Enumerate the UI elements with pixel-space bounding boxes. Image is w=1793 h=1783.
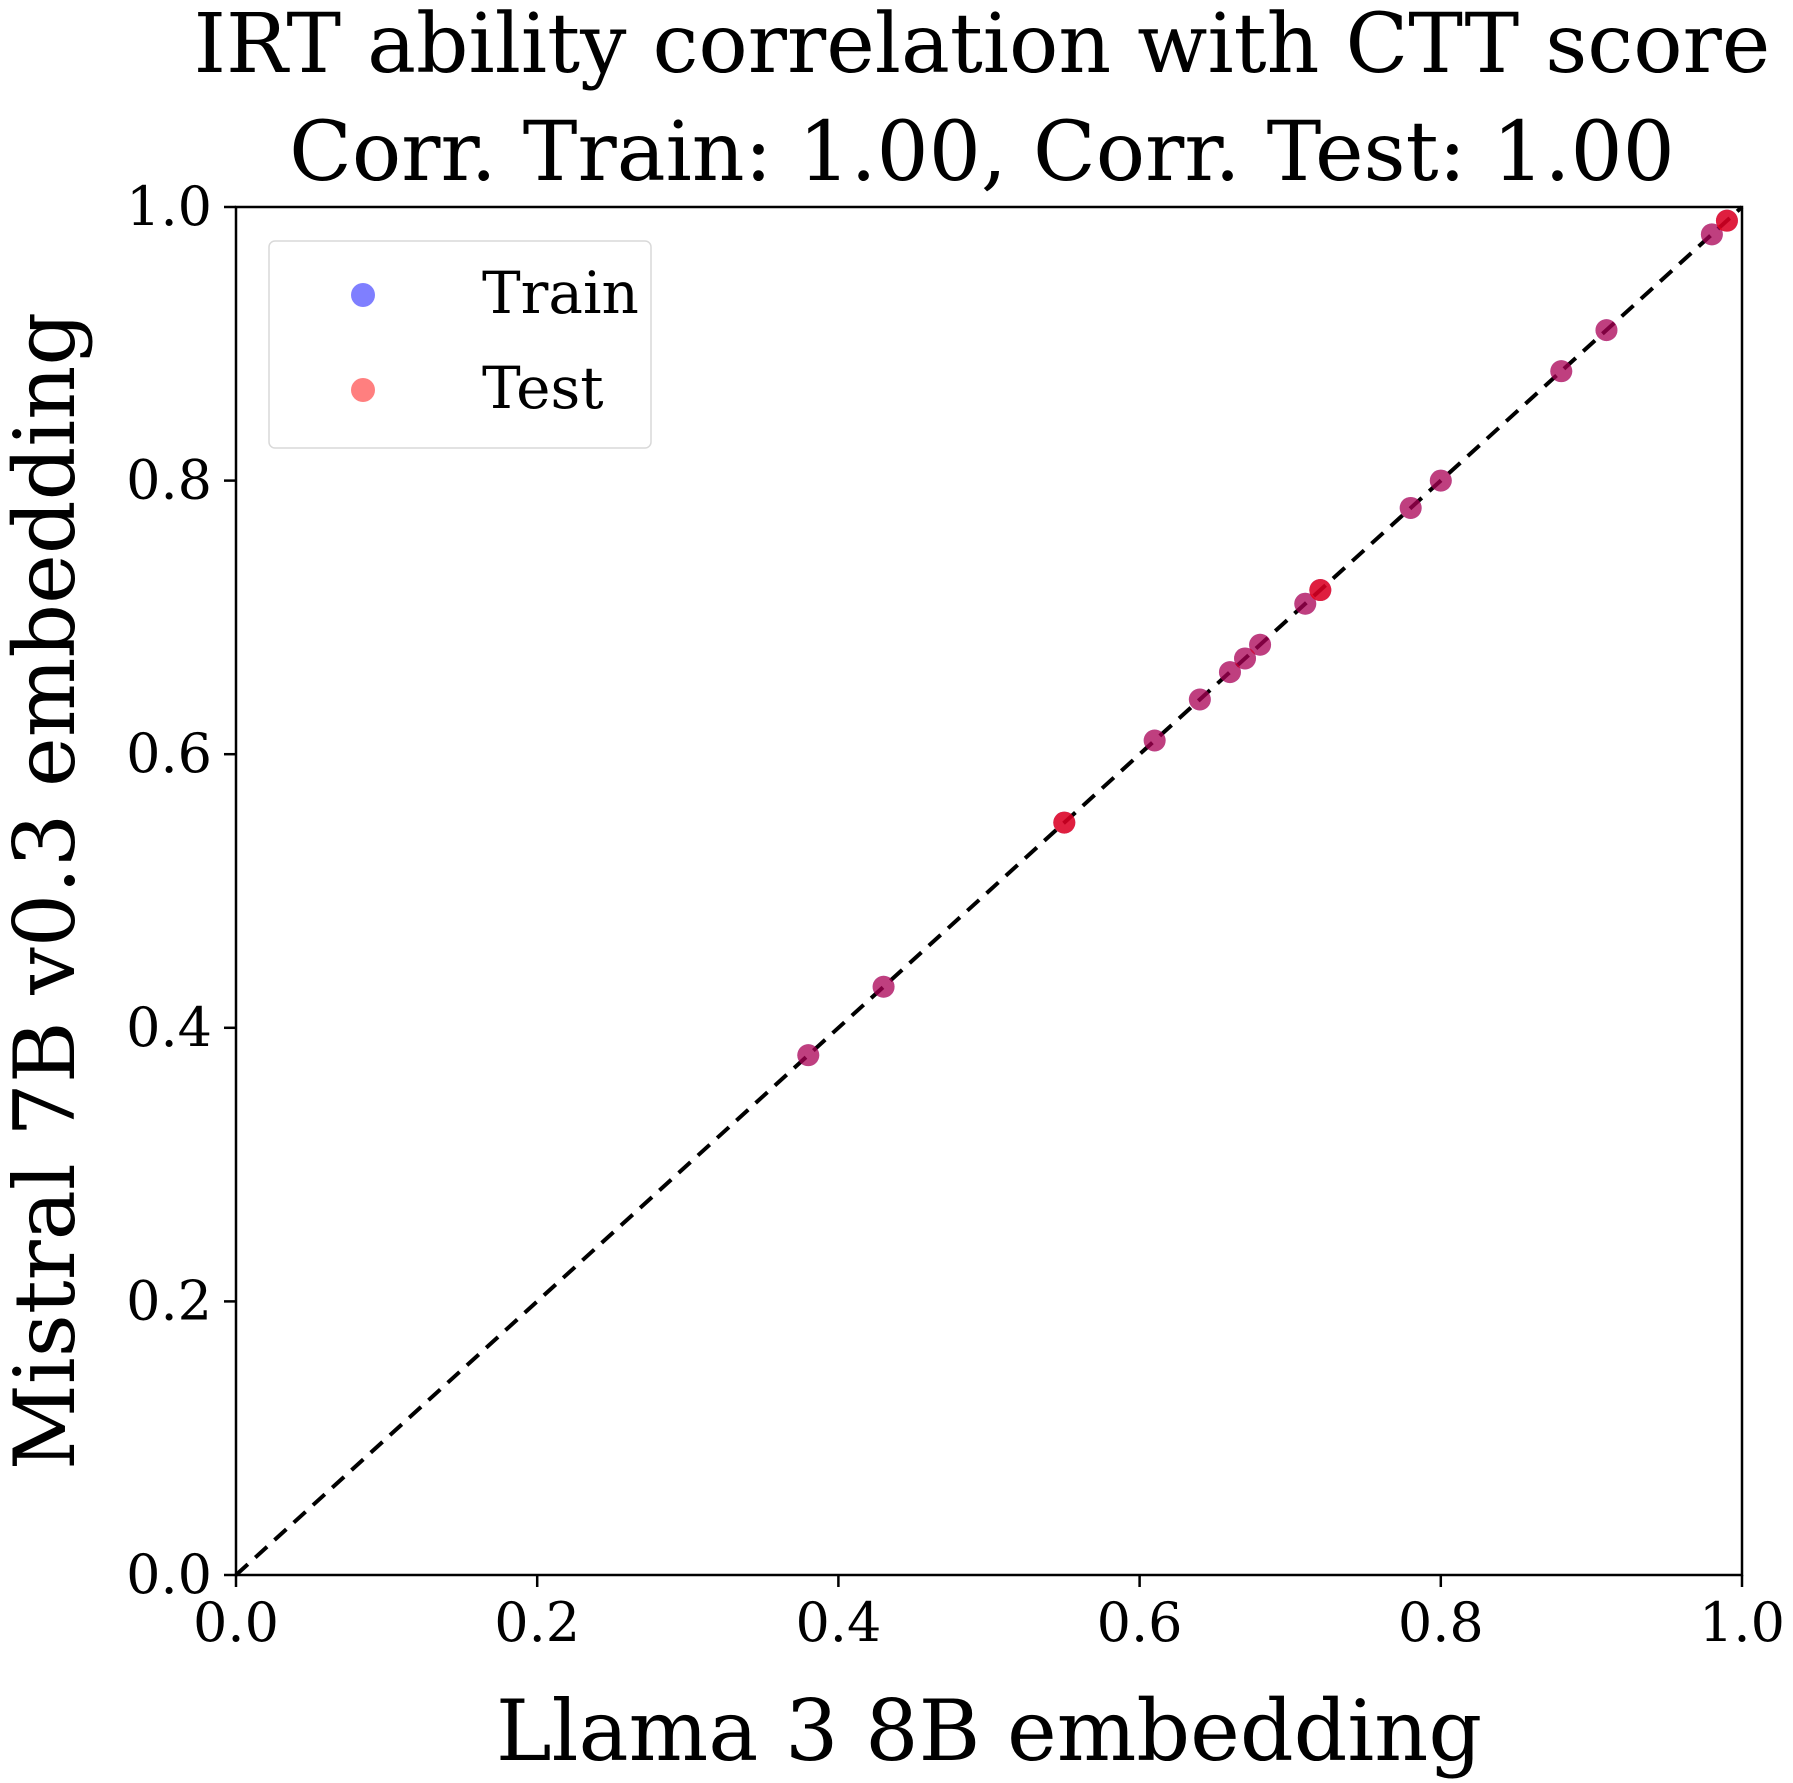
point-test — [1188, 688, 1211, 711]
legend-marker-train — [351, 283, 375, 307]
x-tick-label: 0.4 — [795, 1591, 881, 1654]
point-test — [1700, 223, 1723, 246]
point-test — [1550, 360, 1573, 383]
point-test — [1143, 729, 1166, 752]
x-tick-label: 0.6 — [1097, 1591, 1183, 1654]
point-test — [1399, 496, 1422, 519]
point-test — [1294, 592, 1317, 615]
reference-line-identity — [234, 205, 1744, 1577]
x-tick-label: 1.0 — [1699, 1591, 1785, 1654]
point-test — [1429, 469, 1452, 492]
x-axis-label: Llama 3 8B embedding — [496, 1682, 1482, 1780]
plot-frame — [234, 205, 1744, 1577]
legend-label-test: Test — [482, 354, 604, 422]
point-test — [1595, 319, 1618, 342]
y-axis-ticks: 0.0 0.2 0.4 0.6 0.8 1.0 — [126, 175, 236, 1606]
x-axis-ticks: 0.0 0.2 0.4 0.6 0.8 1.0 — [193, 1575, 1785, 1654]
series-test — [797, 209, 1738, 1067]
x-tick-label: 0.8 — [1398, 1591, 1484, 1654]
point-test — [1234, 647, 1257, 670]
point-test — [1309, 579, 1332, 602]
y-axis-label: Mistral 7B v0.3 embedding — [0, 312, 94, 1470]
point-test — [1218, 661, 1241, 684]
y-tick-label: 1.0 — [126, 175, 212, 238]
y-tick-label: 0.8 — [126, 449, 212, 512]
x-tick-label: 0.2 — [494, 1591, 580, 1654]
y-tick-label: 0.2 — [126, 1269, 212, 1332]
chart-title: IRT ability correlation with CTT score — [194, 0, 1771, 92]
legend-marker-test — [351, 378, 375, 402]
point-test — [1053, 811, 1076, 834]
legend-label-train: Train — [482, 259, 639, 327]
y-tick-label: 0.0 — [126, 1543, 212, 1606]
y-tick-label: 0.4 — [126, 996, 212, 1059]
x-tick-label: 0.0 — [193, 1591, 279, 1654]
point-test — [797, 1044, 820, 1067]
legend: Train Test — [268, 240, 652, 449]
point-test — [1715, 209, 1738, 232]
y-tick-label: 0.6 — [126, 722, 212, 785]
plot-area — [234, 205, 1744, 1577]
chart-subtitle: Corr. Train: 1.00, Corr. Test: 1.00 — [289, 105, 1675, 200]
point-test — [872, 975, 895, 998]
point-test — [1249, 633, 1272, 656]
